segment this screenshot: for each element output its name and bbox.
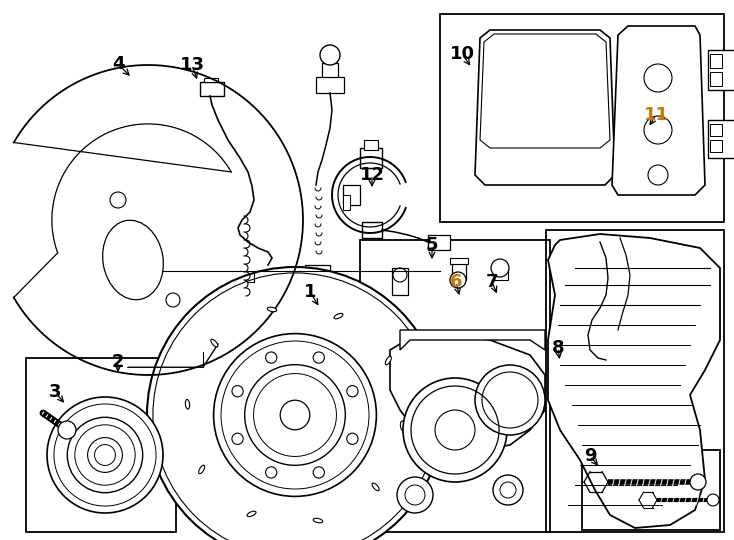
Bar: [708, 50, 734, 90]
Circle shape: [707, 494, 719, 506]
Bar: [710, 140, 722, 152]
Circle shape: [280, 400, 310, 430]
Circle shape: [403, 378, 507, 482]
Circle shape: [475, 365, 545, 435]
Circle shape: [266, 467, 277, 478]
Polygon shape: [400, 330, 545, 350]
Ellipse shape: [372, 483, 379, 491]
Bar: [450, 258, 468, 264]
Bar: [494, 268, 508, 280]
Circle shape: [450, 272, 466, 288]
Text: 13: 13: [180, 56, 205, 74]
Bar: [322, 63, 338, 83]
Bar: [252, 294, 276, 308]
Circle shape: [320, 45, 340, 65]
Circle shape: [493, 475, 523, 505]
Circle shape: [346, 433, 358, 444]
Text: 1: 1: [304, 283, 316, 301]
Text: 4: 4: [112, 55, 124, 73]
Circle shape: [313, 352, 324, 363]
Text: 9: 9: [584, 447, 596, 465]
Circle shape: [58, 421, 76, 439]
Circle shape: [690, 474, 706, 490]
Bar: [362, 222, 382, 238]
Ellipse shape: [199, 465, 205, 474]
Ellipse shape: [385, 356, 391, 365]
Text: 7: 7: [486, 273, 498, 291]
Polygon shape: [475, 30, 615, 185]
Circle shape: [232, 386, 243, 397]
Circle shape: [491, 259, 509, 277]
Text: 6: 6: [450, 273, 462, 291]
Bar: [200, 82, 224, 96]
Text: 10: 10: [449, 45, 474, 63]
Bar: [343, 195, 350, 210]
Circle shape: [68, 417, 142, 492]
Circle shape: [244, 364, 345, 465]
Bar: [316, 77, 344, 93]
Text: 8: 8: [552, 339, 564, 357]
Bar: [364, 140, 378, 150]
Bar: [26, 358, 176, 532]
Bar: [710, 124, 722, 136]
Circle shape: [47, 397, 163, 513]
Ellipse shape: [186, 400, 189, 409]
Circle shape: [214, 334, 377, 496]
Bar: [392, 268, 408, 295]
Ellipse shape: [103, 220, 164, 300]
Bar: [248, 282, 276, 292]
Bar: [546, 230, 724, 532]
Ellipse shape: [334, 313, 343, 319]
Bar: [360, 240, 550, 532]
Bar: [440, 14, 724, 222]
Bar: [308, 278, 326, 290]
Ellipse shape: [267, 307, 277, 312]
Bar: [582, 450, 720, 530]
Circle shape: [87, 437, 123, 472]
Text: 3: 3: [48, 383, 61, 401]
Circle shape: [313, 467, 324, 478]
Bar: [708, 120, 734, 158]
Circle shape: [147, 267, 443, 540]
Bar: [360, 148, 382, 168]
Circle shape: [397, 477, 433, 513]
Circle shape: [346, 386, 358, 397]
Ellipse shape: [313, 518, 323, 523]
Circle shape: [266, 352, 277, 363]
Bar: [204, 78, 218, 82]
Text: 2: 2: [112, 353, 124, 371]
Bar: [428, 235, 450, 250]
Polygon shape: [548, 234, 720, 528]
Bar: [305, 265, 330, 278]
Ellipse shape: [400, 421, 404, 430]
Ellipse shape: [211, 339, 218, 347]
Polygon shape: [390, 335, 545, 450]
Polygon shape: [612, 26, 705, 195]
Bar: [710, 54, 722, 68]
Bar: [710, 72, 722, 86]
Text: 12: 12: [360, 166, 385, 184]
Circle shape: [232, 433, 243, 444]
Ellipse shape: [247, 511, 256, 517]
Bar: [343, 185, 360, 205]
Text: 5: 5: [426, 236, 438, 254]
Bar: [452, 260, 466, 280]
Circle shape: [435, 410, 475, 450]
Text: 11: 11: [644, 106, 669, 124]
